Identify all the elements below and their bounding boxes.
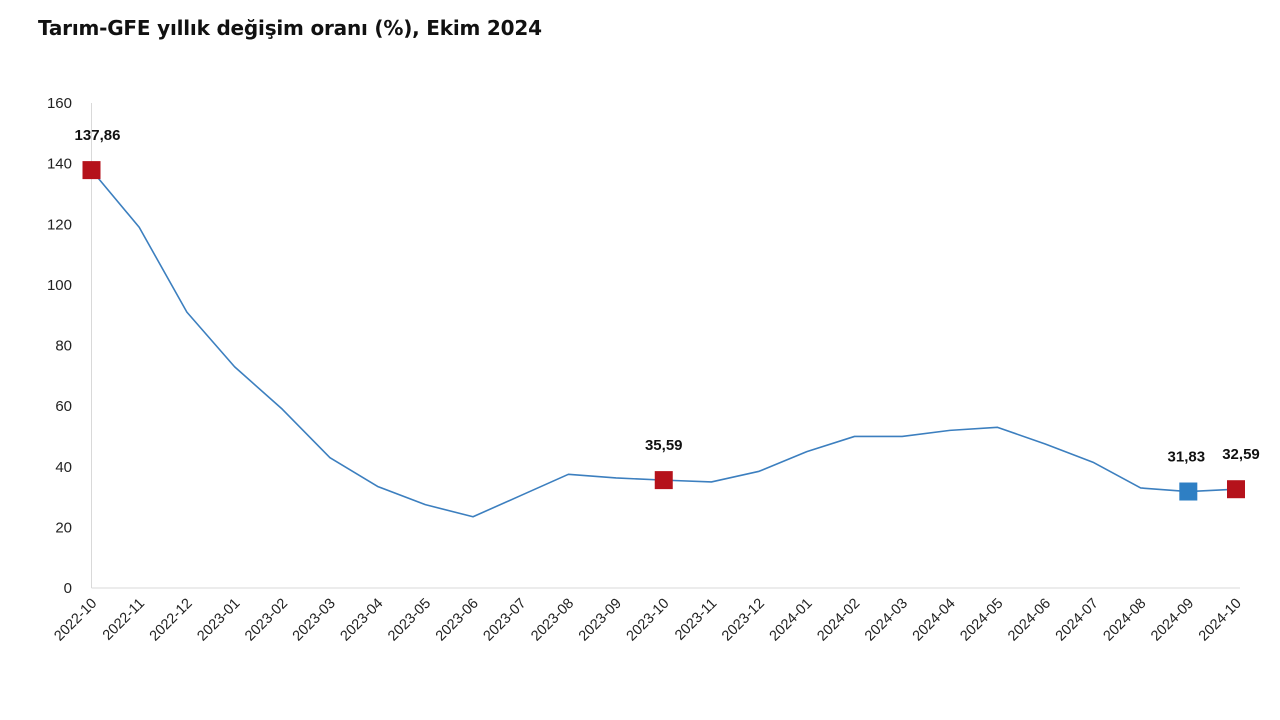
data-point-marker	[1227, 480, 1245, 499]
x-tick-label: 2024-07	[1053, 596, 1102, 645]
x-tick-label: 2024-10	[1196, 596, 1245, 645]
series-line	[90, 169, 1237, 518]
x-tick-label: 2024-04	[910, 596, 959, 645]
x-tick-label: 2023-06	[433, 596, 482, 645]
data-point-marker	[1179, 482, 1198, 501]
y-tick-label: 40	[55, 459, 72, 476]
x-tick-label: 2023-08	[528, 596, 577, 645]
y-tick-label: 160	[47, 95, 72, 112]
data-label: 35,59	[645, 437, 683, 454]
x-tick-label: 2024-01	[767, 596, 816, 645]
x-tick-label: 2023-02	[242, 596, 291, 645]
data-point-marker	[82, 161, 101, 180]
x-tick-label: 2023-03	[290, 596, 339, 645]
data-point-marker	[654, 471, 673, 490]
y-tick-label: 0	[64, 580, 72, 597]
x-tick-label: 2023-01	[194, 596, 243, 645]
data-label: 32,59	[1222, 446, 1260, 463]
data-label: 137,86	[75, 127, 121, 144]
x-tick-label: 2024-03	[862, 596, 911, 645]
x-tick-label: 2023-12	[719, 596, 768, 645]
x-tick-label: 2024-02	[814, 596, 863, 645]
y-tick-label: 120	[47, 216, 72, 233]
x-tick-label: 2022-12	[147, 596, 196, 645]
data-label: 31,83	[1168, 449, 1206, 466]
x-tick-label: 2022-11	[100, 596, 148, 644]
y-tick-label: 140	[47, 156, 72, 173]
x-tick-label: 2024-08	[1101, 596, 1150, 645]
y-tick-label: 100	[47, 277, 72, 294]
x-tick-label: 2023-09	[576, 596, 625, 645]
chart-title: Tarım-GFE yıllık değişim oranı (%), Ekim…	[38, 16, 542, 40]
x-tick-label: 2023-07	[481, 596, 530, 645]
x-tick-label: 2023-10	[624, 596, 673, 645]
x-tick-label: 2024-06	[1005, 596, 1054, 645]
x-tick-label: 2024-05	[957, 596, 1006, 645]
y-tick-label: 60	[55, 398, 72, 415]
y-tick-label: 80	[55, 338, 72, 355]
x-tick-label: 2022-10	[51, 596, 100, 645]
x-tick-label: 2023-11	[672, 596, 720, 644]
x-tick-label: 2023-05	[385, 596, 434, 645]
x-tick-label: 2023-04	[338, 596, 387, 645]
y-tick-label: 20	[55, 519, 72, 536]
x-tick-label: 2024-09	[1148, 596, 1197, 645]
